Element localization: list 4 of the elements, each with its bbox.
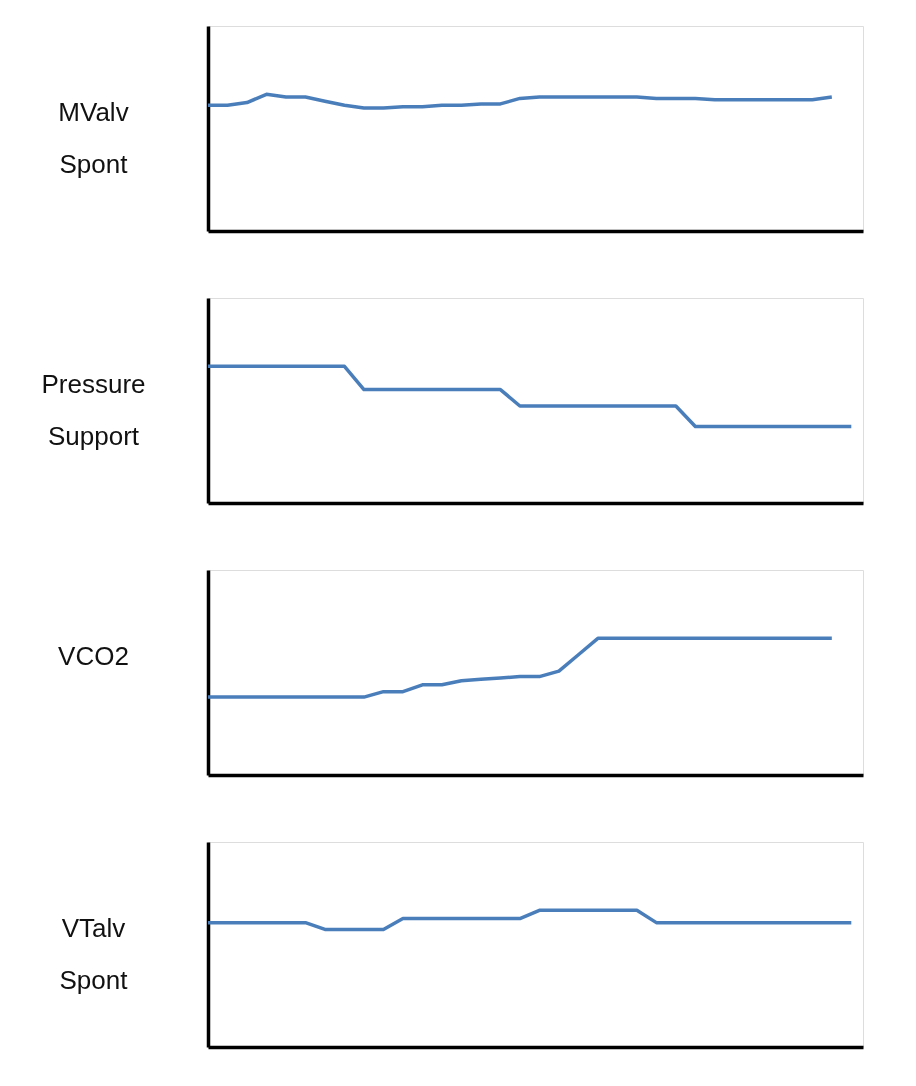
y-axis-title: MValv Spont — [58, 96, 129, 179]
y-axis-title: VTalv Spont — [59, 912, 129, 995]
y-axis-title: Pressure Support — [41, 368, 146, 451]
y-axis-title: VCO2 — [58, 640, 129, 671]
